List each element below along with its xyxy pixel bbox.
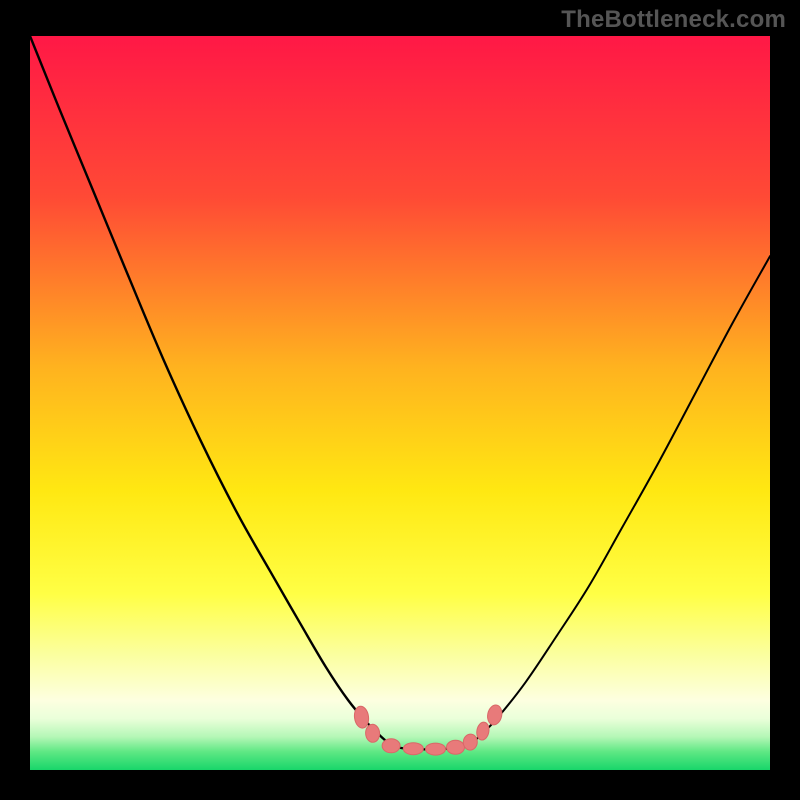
- bottleneck-chart: [0, 0, 800, 800]
- watermark-label: TheBottleneck.com: [561, 6, 786, 34]
- trough-marker-3: [403, 743, 423, 755]
- trough-marker-4: [426, 743, 446, 755]
- plot-background: [30, 36, 770, 770]
- trough-marker-2: [382, 739, 400, 753]
- trough-marker-5: [447, 740, 465, 754]
- outer-frame: TheBottleneck.com: [0, 0, 800, 800]
